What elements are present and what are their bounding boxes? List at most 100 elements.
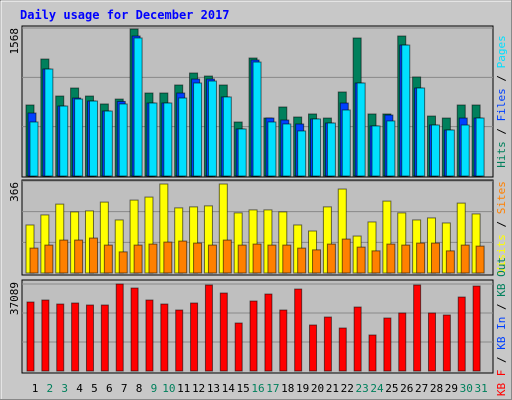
bar (118, 103, 128, 177)
bar (294, 288, 303, 372)
legend: KB F / KB In / KB Out (495, 257, 508, 396)
bar (26, 301, 35, 372)
x-tick-label: 29 (445, 382, 458, 395)
bar (204, 284, 213, 372)
y-tick-label: 37089 (8, 282, 21, 315)
bar (219, 292, 228, 372)
bar (338, 327, 347, 372)
x-tick-label: 27 (415, 382, 428, 395)
x-tick-label: 13 (207, 382, 220, 395)
bar (312, 118, 322, 177)
bar (401, 44, 411, 177)
legend-entry: Sites (495, 181, 508, 214)
bar (88, 100, 98, 177)
bar (353, 306, 362, 372)
legend-separator: / (495, 121, 508, 141)
x-tick-label: 2 (47, 382, 54, 395)
bar (460, 244, 470, 274)
bar (41, 299, 50, 372)
x-tick-label: 23 (356, 382, 369, 395)
bar (371, 250, 381, 274)
x-tick-label: 22 (341, 382, 354, 395)
x-tick-label: 5 (91, 382, 98, 395)
legend-separator: / (495, 68, 508, 88)
bar (148, 243, 158, 274)
legend-separator: / (495, 214, 508, 234)
x-tick-label: 11 (177, 382, 190, 395)
bar (445, 129, 455, 177)
x-tick-label: 6 (106, 382, 113, 395)
chart-title: Daily usage for December 2017 (20, 8, 230, 22)
bar (279, 309, 288, 372)
bar (445, 250, 455, 274)
bar (252, 61, 262, 177)
bar (442, 314, 451, 372)
bar (160, 303, 169, 372)
bar (267, 121, 277, 177)
legend-separator: / (495, 350, 508, 370)
bar (309, 324, 318, 372)
bar (175, 309, 184, 372)
bar (222, 96, 232, 177)
bar (74, 98, 84, 177)
bar (401, 244, 411, 274)
bar (85, 304, 94, 372)
legend-entry: Files (495, 88, 508, 121)
bar (59, 105, 69, 177)
bar (115, 283, 124, 372)
legend-separator: / (495, 297, 508, 317)
x-tick-label: 7 (121, 382, 128, 395)
bar (323, 316, 332, 372)
bar (368, 334, 377, 372)
x-tick-label: 15 (237, 382, 250, 395)
bar (457, 296, 466, 372)
bar (264, 293, 273, 372)
bar (71, 302, 80, 372)
legend-entry: Visits (495, 234, 508, 274)
bar (163, 102, 173, 177)
bar (133, 244, 143, 274)
bar (193, 242, 203, 274)
bar (252, 243, 262, 274)
bar (163, 241, 173, 274)
legend-entry: KB In (495, 317, 508, 350)
bar (356, 82, 366, 177)
bar (237, 128, 247, 177)
bar (190, 302, 199, 372)
bar (118, 251, 128, 274)
y-tick-label: 1568 (8, 28, 21, 55)
bar (475, 117, 485, 177)
bar (427, 312, 436, 372)
bar (312, 249, 322, 274)
bar (178, 97, 188, 177)
bar (416, 87, 426, 177)
x-tick-label: 21 (326, 382, 339, 395)
bar (29, 121, 39, 177)
x-tick-label: 1 (32, 382, 39, 395)
x-tick-label: 9 (151, 382, 158, 395)
bar (326, 243, 336, 274)
bar (297, 130, 307, 177)
x-tick-label: 26 (400, 382, 413, 395)
legend-entry: KB Out (495, 257, 508, 297)
x-tick-label: 10 (162, 382, 175, 395)
legend-entry: KB F (495, 370, 508, 397)
bar (130, 287, 139, 372)
bar (44, 68, 54, 177)
x-tick-label: 14 (222, 382, 236, 395)
x-tick-label: 24 (370, 382, 384, 395)
x-tick-label: 25 (385, 382, 398, 395)
bar (207, 80, 217, 177)
x-tick-label: 31 (474, 382, 487, 395)
bar (100, 304, 109, 372)
bar (475, 245, 485, 274)
x-tick-label: 17 (266, 382, 279, 395)
bar (29, 247, 39, 274)
legend: Hits / Files / Pages (495, 35, 508, 168)
legend-entry: Pages (495, 35, 508, 68)
bar (386, 120, 396, 177)
bar (267, 244, 277, 274)
x-tick-label: 16 (251, 382, 264, 395)
bar (430, 124, 440, 177)
